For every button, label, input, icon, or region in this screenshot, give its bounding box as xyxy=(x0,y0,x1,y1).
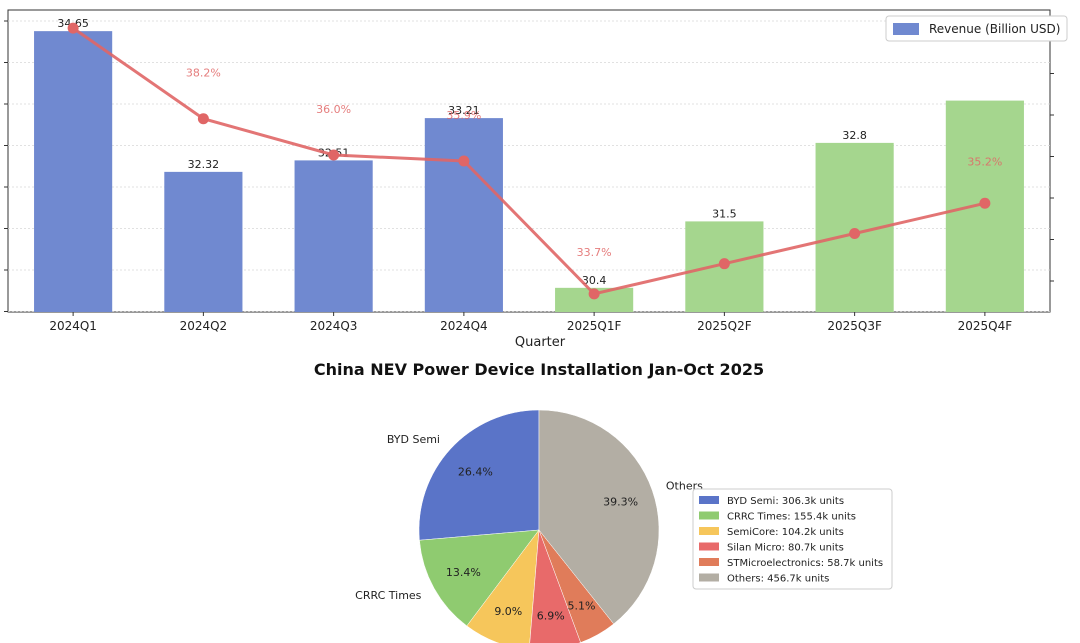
pie-slices xyxy=(418,409,660,643)
pie-slice xyxy=(466,529,540,643)
legend-label-revenue: Revenue (Billion USD) xyxy=(929,22,1060,36)
margin-point xyxy=(458,155,470,167)
x-tick-label: 2024Q2 xyxy=(180,319,228,333)
margin-point xyxy=(588,288,600,300)
bar-value-label: 31.5 xyxy=(712,207,737,220)
margin-value-label: 38.2% xyxy=(186,67,221,80)
margin-value-label: 35.9% xyxy=(446,109,481,122)
pie-legend-label: STMicroelectronics: 58.7k units xyxy=(727,558,883,569)
x-axis-label: Quarter xyxy=(515,335,566,350)
pie-legend-label: Silan Micro: 80.7k units xyxy=(727,543,844,554)
margin-value-label: 35.2% xyxy=(967,155,1002,168)
pie-percent-label: 26.4% xyxy=(458,466,493,479)
bar xyxy=(294,160,373,312)
pie-percent-label: 39.3% xyxy=(603,496,638,509)
pie-legend-items: BYD Semi: 306.3k units CRRC Times: 155.4k… xyxy=(699,496,883,585)
margin-point xyxy=(328,149,340,161)
x-tick-label: 2024Q3 xyxy=(310,319,358,333)
pie-legend-box xyxy=(692,488,893,590)
x-tick-label: 2025Q1F xyxy=(567,319,622,333)
bar-value-label: 30.4 xyxy=(582,274,607,287)
pie-percent-label: 13.4% xyxy=(446,566,481,579)
bar xyxy=(34,31,113,312)
bar-value-label: 32.32 xyxy=(188,158,220,171)
x-tick-label: 2024Q4 xyxy=(440,319,488,333)
margin-value-label: 36.0% xyxy=(316,103,351,116)
pie-slice-label: CRRC Times xyxy=(355,589,422,602)
installation-pie-chart: China NEV Power Device Installation Jan-… xyxy=(314,360,893,643)
x-tick-label: 2025Q3F xyxy=(827,319,882,333)
margin-point xyxy=(849,227,861,239)
margin-point xyxy=(67,22,79,34)
pie-legend-label: BYD Semi: 306.3k units xyxy=(727,496,844,507)
bar-value-label: 33.21 xyxy=(448,104,480,117)
pie-legend-swatch xyxy=(699,573,719,582)
x-tick-label: 2025Q4F xyxy=(958,319,1013,333)
pie-legend-label: Others: 456.7k units xyxy=(727,574,829,585)
pie-legend-label: CRRC Times: 155.4k units xyxy=(727,512,856,523)
x-tick-label: 2025Q2F xyxy=(697,319,752,333)
pie-percent-label: 5.1% xyxy=(567,599,595,612)
bars xyxy=(34,31,1024,312)
legend-swatch-revenue xyxy=(893,23,919,35)
bar-value-label: 32.8 xyxy=(842,129,867,142)
right-axis-ticks xyxy=(1050,31,1054,282)
margin-line-series xyxy=(67,22,991,300)
bar xyxy=(164,171,243,312)
margin-point xyxy=(197,113,209,125)
bar xyxy=(424,118,503,312)
pie-percent-label: 6.9% xyxy=(537,610,565,623)
left-axis-ticks xyxy=(4,20,8,312)
pie-percent-labels: 26.4% 13.4% 9.0% 6.9%5.1% 39.3% xyxy=(446,466,638,623)
pie-slice xyxy=(538,409,660,625)
x-tick-label: 2024Q1 xyxy=(49,319,97,333)
pie-slice xyxy=(418,409,540,541)
margin-line xyxy=(72,26,986,296)
pie-slice-label: BYD Semi xyxy=(387,433,440,446)
pie-title: China NEV Power Device Installation Jan-… xyxy=(314,360,764,379)
margin-value-label: 33.7% xyxy=(577,246,612,259)
pie-legend-swatch xyxy=(699,542,719,551)
pie-percent-label: 9.0% xyxy=(494,605,522,618)
pie-legend: BYD Semi: 306.3k units CRRC Times: 155.4k… xyxy=(692,488,893,590)
margin-point xyxy=(979,197,991,209)
pie-legend-swatch xyxy=(699,511,719,520)
x-axis-ticks: 2024Q1 2024Q2 2024Q3 2024Q4 2025Q1F 2025Q2F 20… xyxy=(49,312,1012,333)
pie-legend-swatch xyxy=(699,558,719,566)
margin-value-labels: 38.2% 36.0% 35.9% 33.7% 35.2% xyxy=(186,67,1002,259)
margin-point xyxy=(718,258,730,270)
pie-legend-label: SemiCore: 104.2k units xyxy=(727,527,844,538)
bar-legend: Revenue (Billion USD) xyxy=(885,15,1068,42)
legend-box xyxy=(885,15,1068,42)
pie-slice xyxy=(419,529,540,627)
pie-legend-swatch xyxy=(699,496,719,504)
pie-legend-swatch xyxy=(699,527,719,535)
